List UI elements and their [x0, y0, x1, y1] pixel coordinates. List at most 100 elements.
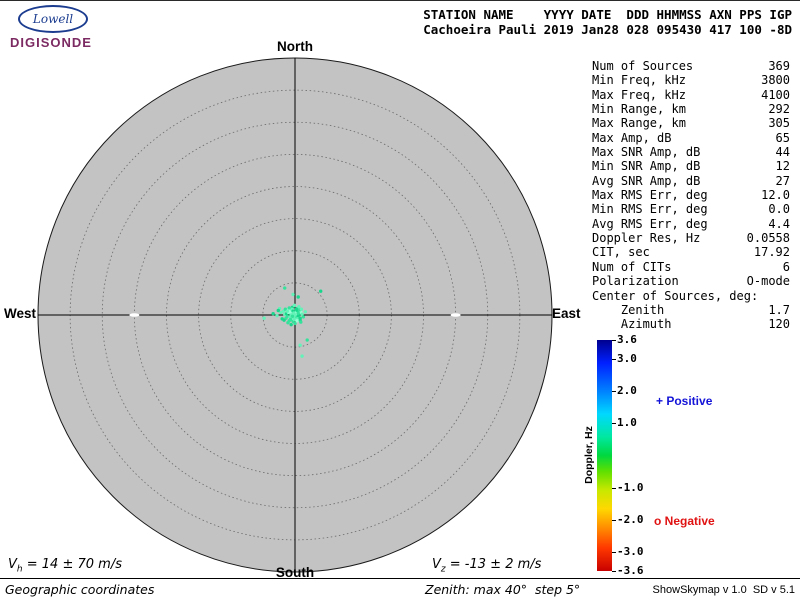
- source-point: [275, 313, 279, 318]
- stat-label: Min Range, km: [592, 102, 686, 117]
- colorbar-tick-mark: [612, 571, 616, 572]
- source-point: [291, 292, 295, 297]
- colorbar-tick-mark: [612, 423, 616, 425]
- source-point: [296, 311, 300, 315]
- axis-gap-east: [450, 313, 461, 317]
- source-point: [292, 303, 297, 308]
- stat-label: Min Freq, kHz: [592, 73, 686, 88]
- stat-value: O-mode: [746, 274, 790, 289]
- stat-label: Avg SNR Amp, dB: [592, 173, 701, 188]
- source-point: [303, 310, 307, 314]
- stat-row: Azimuth 120: [592, 317, 790, 331]
- source-point: [262, 316, 266, 320]
- source-point: [290, 314, 295, 318]
- stat-label: Max Freq, kHz: [592, 87, 686, 102]
- stat-label: Max Range, km: [592, 116, 686, 131]
- compass-north-label: North: [277, 39, 313, 54]
- stat-label: Zenith: [592, 302, 665, 317]
- stat-row: Min SNR Amp, dB 12: [592, 159, 790, 173]
- stat-value: 17.92: [753, 245, 790, 260]
- source-point: [300, 354, 304, 358]
- stat-value: 12: [775, 159, 790, 174]
- vh-symbol: V: [8, 557, 17, 572]
- source-point: [299, 320, 303, 324]
- stats-panel: Num of Sources 369 Min Freq, kHz 3800 Max Fr…: [592, 59, 790, 332]
- colorbar-tick-label: 2.0: [617, 384, 637, 398]
- stat-row: Max Range, km 305: [592, 116, 790, 130]
- source-point: [295, 319, 299, 323]
- axis-gap-west: [129, 313, 140, 317]
- colorbar-tick-mark: [612, 340, 616, 341]
- colorbar-tick-label: 1.0: [617, 416, 637, 430]
- stat-label: Num of Sources: [592, 59, 694, 73]
- stat-row: Max SNR Amp, dB 44: [592, 145, 790, 159]
- source-point: [287, 306, 291, 310]
- header-station-values: Cachoeira Pauli 2019 Jan28 028 095430 41…: [423, 22, 792, 37]
- window-top-edge: [0, 0, 800, 1]
- source-point: [298, 316, 302, 320]
- stat-value: 0.0: [768, 202, 790, 217]
- footer-divider: [0, 578, 800, 579]
- source-point: [282, 318, 286, 322]
- legend-positive: + Positive: [656, 394, 713, 408]
- stat-value: 4100: [761, 87, 790, 102]
- stat-label: Avg RMS Err, deg: [592, 216, 708, 231]
- stat-row: Min Range, km 292: [592, 102, 790, 116]
- source-point: [300, 312, 304, 317]
- zenith-range-note: Zenith: max 40° step 5°: [425, 582, 581, 597]
- source-point: [297, 304, 301, 309]
- source-point: [294, 307, 298, 311]
- source-point: [305, 338, 309, 342]
- lowell-logo-name: Lowell: [32, 12, 74, 26]
- colorbar-axis-title: Doppler, Hz: [583, 426, 595, 484]
- source-point: [279, 310, 283, 315]
- skymap-plot: [37, 57, 553, 573]
- stat-value: 369: [768, 59, 790, 73]
- source-point: [288, 317, 293, 322]
- source-point: [289, 322, 293, 327]
- stat-value: 305: [768, 116, 790, 131]
- source-point: [298, 343, 302, 347]
- stat-row: Avg SNR Amp, dB 27: [592, 174, 790, 188]
- colorbar-tick-label: -2.0: [617, 512, 644, 526]
- source-point: [285, 309, 289, 313]
- stat-row: Center of Sources, deg:: [592, 289, 790, 303]
- doppler-colorbar: [597, 340, 612, 571]
- source-point: [296, 313, 300, 318]
- colorbar-tick-label: 3.6: [617, 333, 637, 346]
- compass-west-label: West: [4, 306, 37, 321]
- colorbar-tick-mark: [612, 487, 616, 489]
- stat-value: 292: [768, 102, 790, 117]
- legend-negative: o Negative: [654, 514, 715, 528]
- stat-label: Azimuth: [592, 317, 672, 332]
- stat-label: Doppler Res, Hz: [592, 231, 701, 246]
- source-point: [276, 308, 280, 313]
- header-column-titles: STATION NAME YYYY DATE DDD HHMMSS AXN PP…: [423, 7, 792, 22]
- source-point: [293, 321, 297, 326]
- colorbar-tick-mark: [612, 359, 616, 361]
- source-point: [296, 295, 300, 299]
- source-point: [299, 307, 304, 311]
- vz-symbol: V: [432, 557, 441, 572]
- stat-label: Num of CITs: [592, 259, 672, 274]
- vertical-velocity-label: Vz = -13 ± 2 m/s: [432, 557, 541, 575]
- stat-row: Zenith 1.7: [592, 303, 790, 317]
- stat-value: 4.4: [768, 216, 790, 231]
- compass-east-label: East: [552, 306, 581, 321]
- colorbar-tick-label: -1.0: [617, 480, 644, 494]
- stat-label: Center of Sources, deg:: [592, 288, 759, 303]
- source-point: [288, 315, 292, 319]
- stat-row: Num of CITs 6: [592, 260, 790, 274]
- colorbar-tick-mark: [612, 519, 616, 521]
- lowell-logo: Lowell DIGISONDE: [10, 5, 120, 50]
- stat-row: Max Amp, dB 65: [592, 131, 790, 145]
- vh-value: = 14 ± 70 m/s: [22, 557, 122, 572]
- stat-label: Min RMS Err, deg: [592, 202, 708, 217]
- colorbar-tick-label: -3.6: [617, 564, 644, 577]
- stat-label: Max Amp, dB: [592, 130, 672, 145]
- horizontal-velocity-label: Vh = 14 ± 70 m/s: [8, 557, 122, 575]
- stat-row: Doppler Res, Hz 0.0558: [592, 231, 790, 245]
- stat-value: 12.0: [761, 188, 790, 203]
- stat-value: 27: [775, 173, 790, 188]
